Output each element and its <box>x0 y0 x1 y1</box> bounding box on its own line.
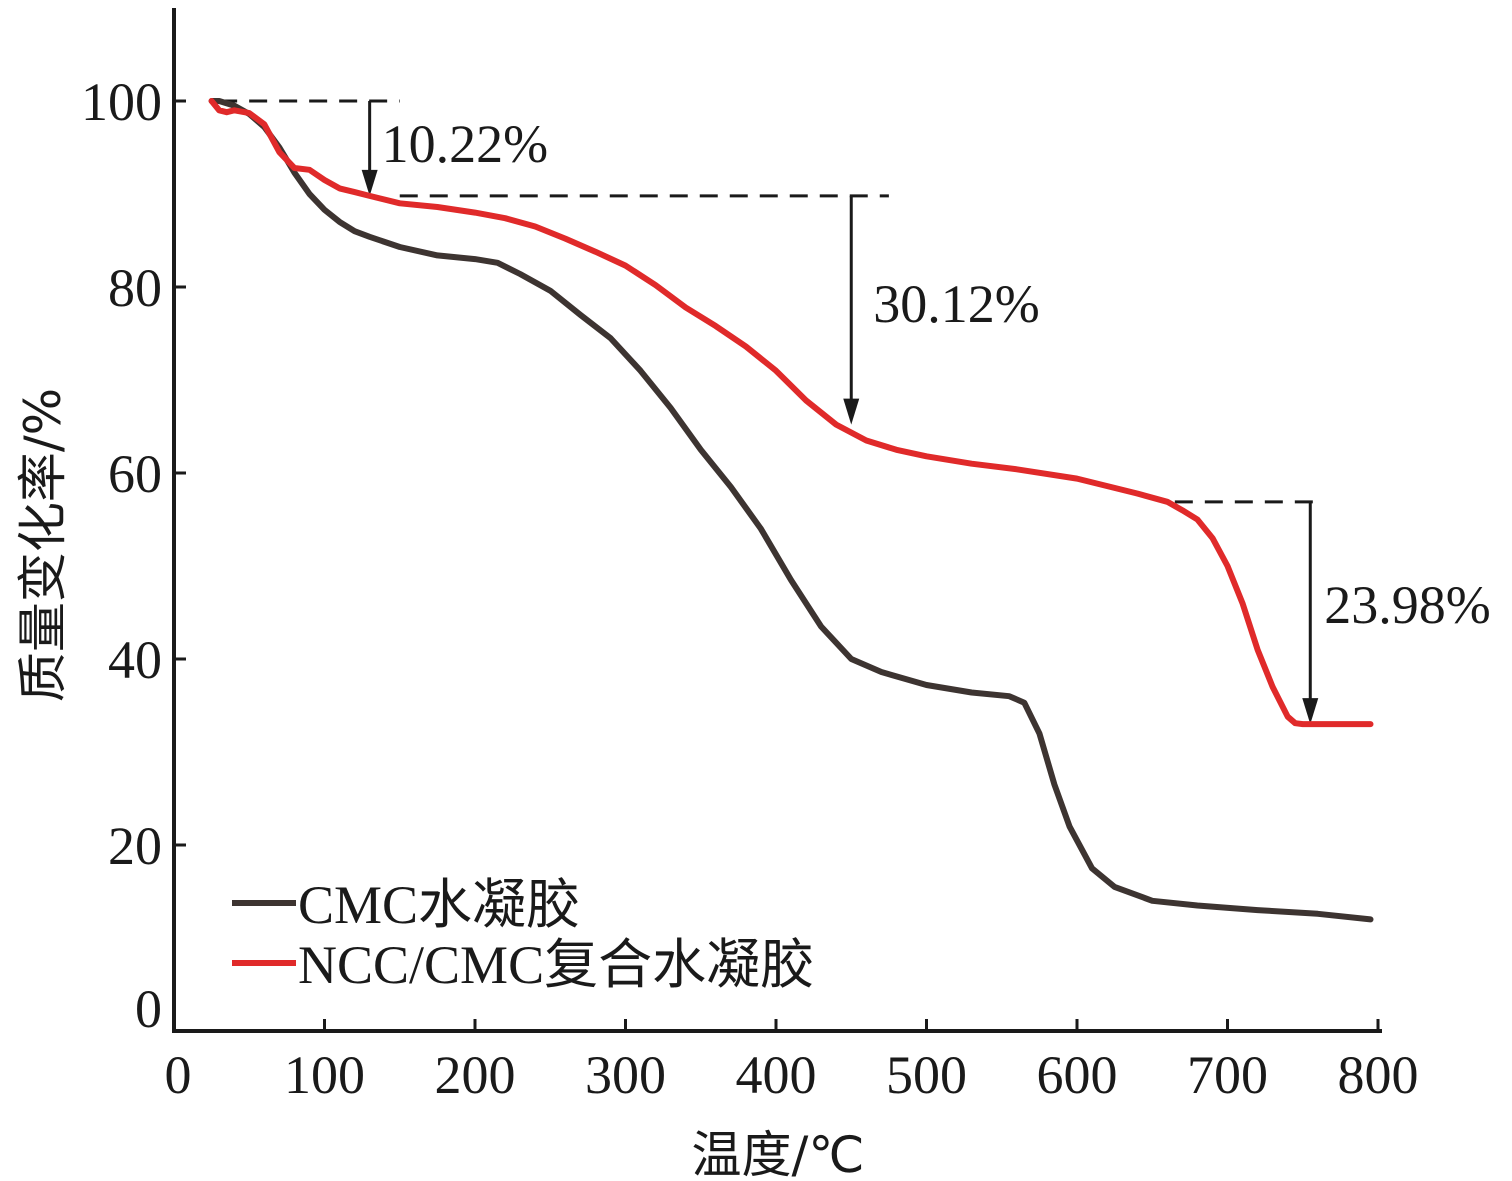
y-tick-label-0: 0 <box>135 979 162 1039</box>
y-tick-label-100: 100 <box>81 72 162 132</box>
drop-arrow-head-2 <box>843 398 860 425</box>
x-tick-label-800: 800 <box>1338 1045 1419 1105</box>
x-tick-label-400: 400 <box>736 1045 817 1105</box>
x-tick-label-0: 0 <box>165 1045 192 1105</box>
y-tick-label-80: 80 <box>108 258 162 318</box>
x-tick-label-700: 700 <box>1187 1045 1268 1105</box>
y-tick-label-40: 40 <box>108 630 162 690</box>
annotation-label-1: 10.22% <box>382 114 548 174</box>
y-tick-label-20: 20 <box>108 816 162 876</box>
series-line-2 <box>208 98 1374 728</box>
annotation-label-2: 30.12% <box>873 274 1039 334</box>
drop-arrow-head-1 <box>361 169 378 196</box>
drop-arrow-head-3 <box>1302 698 1319 725</box>
x-tick-label-600: 600 <box>1037 1045 1118 1105</box>
drop-annotations: 10.22% 30.12% 23.98% <box>219 99 1491 725</box>
x-tick-label-100: 100 <box>284 1045 365 1105</box>
y-axis-title: 质量变化率/% <box>14 388 72 702</box>
series-line-1 <box>208 98 1374 923</box>
legend-label-2: NCC/CMC复合水凝胶 <box>298 935 814 995</box>
annotation-label-3: 23.98% <box>1324 575 1490 635</box>
y-tick-label-60: 60 <box>108 444 162 504</box>
axis-tick-labels: 0 100 200 300 400 500 600 700 800 0 20 40 60 80 100 <box>81 72 1419 1105</box>
x-tick-label-300: 300 <box>585 1045 666 1105</box>
legend-label-1: CMC水凝胶 <box>298 875 580 935</box>
data-series <box>208 98 1374 923</box>
x-axis-title: 温度/℃ <box>692 1126 865 1181</box>
axis-ticks <box>172 99 1380 1033</box>
x-tick-label-200: 200 <box>435 1045 516 1105</box>
x-tick-label-500: 500 <box>886 1045 967 1105</box>
